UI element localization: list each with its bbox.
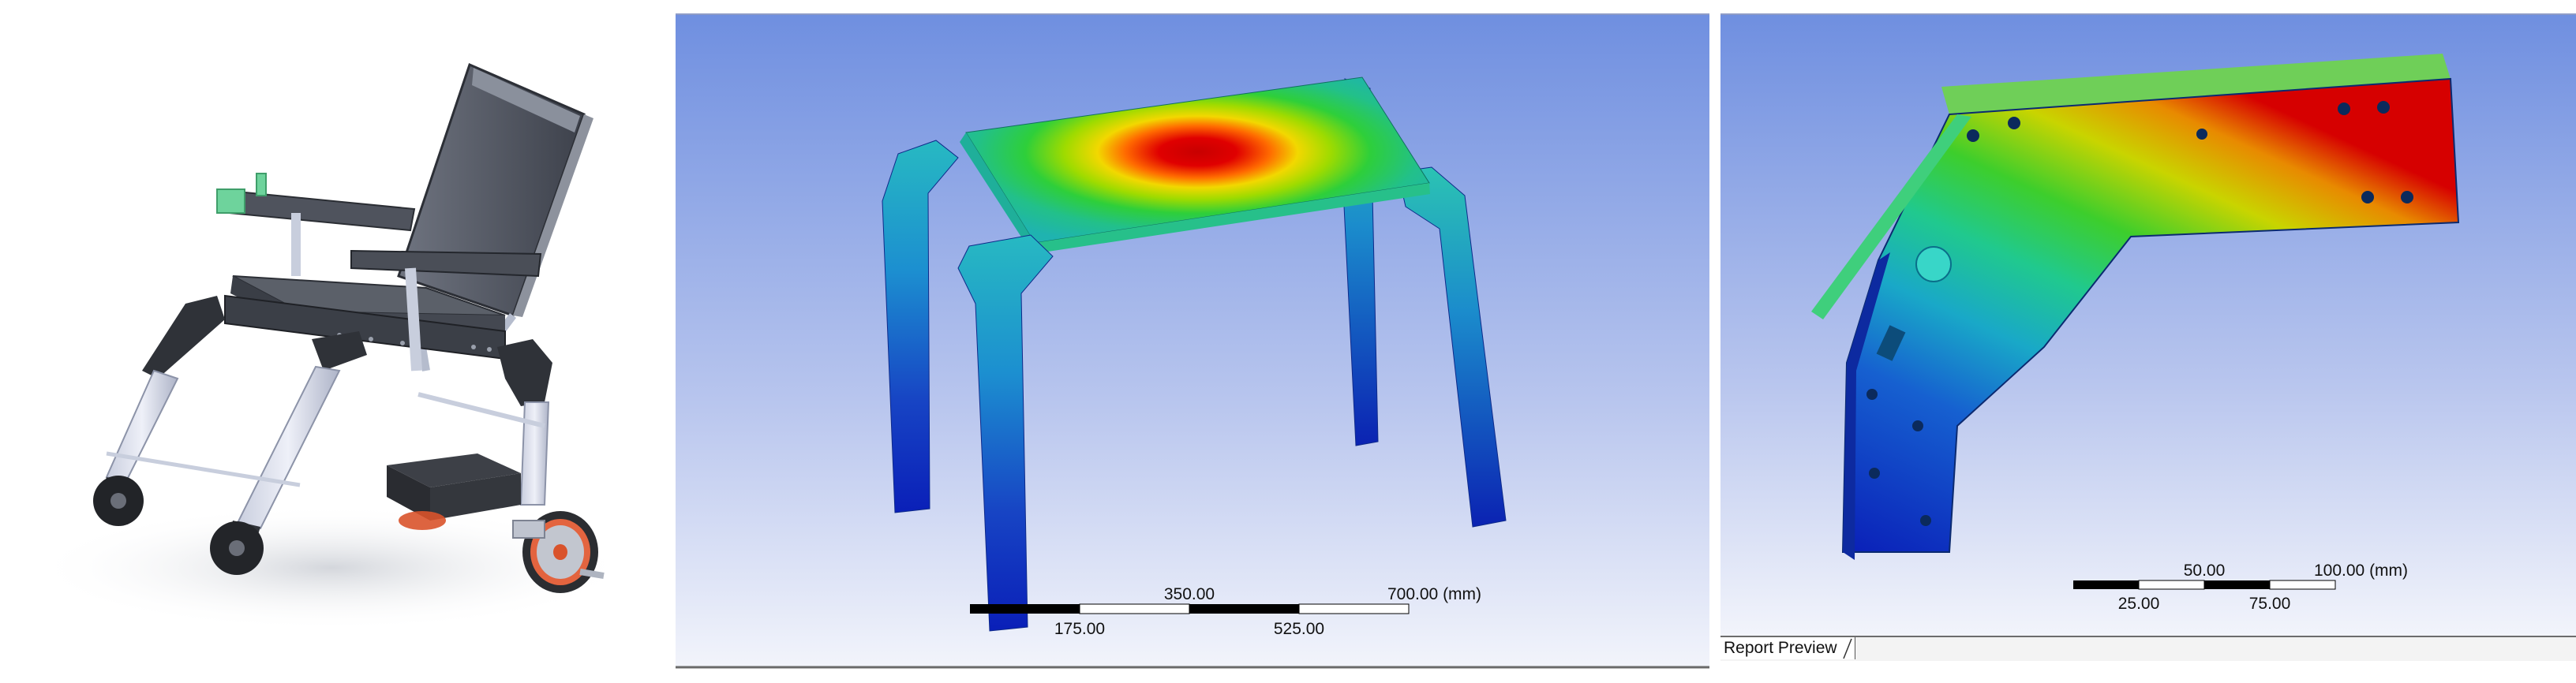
scale-label-525: 525.00	[1274, 620, 1324, 638]
tab-edge-icon	[1842, 638, 1852, 659]
armrest-near	[350, 249, 542, 371]
fea-frame-viewport[interactable]: 350.00 700.00 (mm) 175.00 525.00	[676, 0, 1709, 683]
tab-report-preview[interactable]: Report Preview	[1720, 637, 1855, 659]
joystick-mount	[216, 188, 245, 214]
scale-bar: 350.00 700.00 (mm) 175.00 525.00	[970, 585, 1481, 638]
fea-bracket-panel: 50.00 100.00 (mm) 25.00 75.00 Report Pre…	[1720, 0, 2576, 683]
frame-model	[882, 77, 1507, 632]
scale-label-100: 100.00 (mm)	[2314, 562, 2408, 580]
scale-label-175: 175.00	[1054, 620, 1105, 638]
report-tab-bar: Report Preview	[1720, 636, 2576, 661]
scale-label-75: 75.00	[2249, 595, 2291, 613]
fea-bracket-viewport[interactable]: 50.00 100.00 (mm) 25.00 75.00	[1720, 0, 2576, 636]
scale-label-350: 350.00	[1164, 585, 1215, 603]
backrest	[397, 62, 593, 317]
bracket-model	[1811, 54, 2460, 560]
drive-wheel	[512, 511, 605, 593]
cad-render-panel	[0, 0, 661, 683]
leg-rear-left	[93, 296, 225, 526]
fea-frame-panel: 350.00 700.00 (mm) 175.00 525.00	[676, 0, 1709, 683]
scale-label-50: 50.00	[2184, 562, 2226, 580]
leg-rear-right	[106, 339, 552, 506]
footrest	[387, 453, 521, 530]
joystick-icon	[256, 173, 267, 196]
armrest-far	[216, 173, 416, 276]
seat	[224, 275, 506, 360]
slot	[1876, 325, 1906, 361]
tab-report-preview-label: Report Preview	[1724, 639, 1837, 657]
bolt-holes	[1866, 101, 2413, 526]
chair-render	[32, 62, 631, 631]
scale-label-700: 700.00 (mm)	[1387, 585, 1481, 603]
scale-label-25: 25.00	[2118, 595, 2160, 613]
scale-bar: 50.00 100.00 (mm) 25.00 75.00	[2073, 562, 2408, 613]
floor-shadow	[32, 505, 631, 631]
pivot-boss	[1915, 246, 1952, 282]
leg-front-left	[210, 331, 367, 575]
